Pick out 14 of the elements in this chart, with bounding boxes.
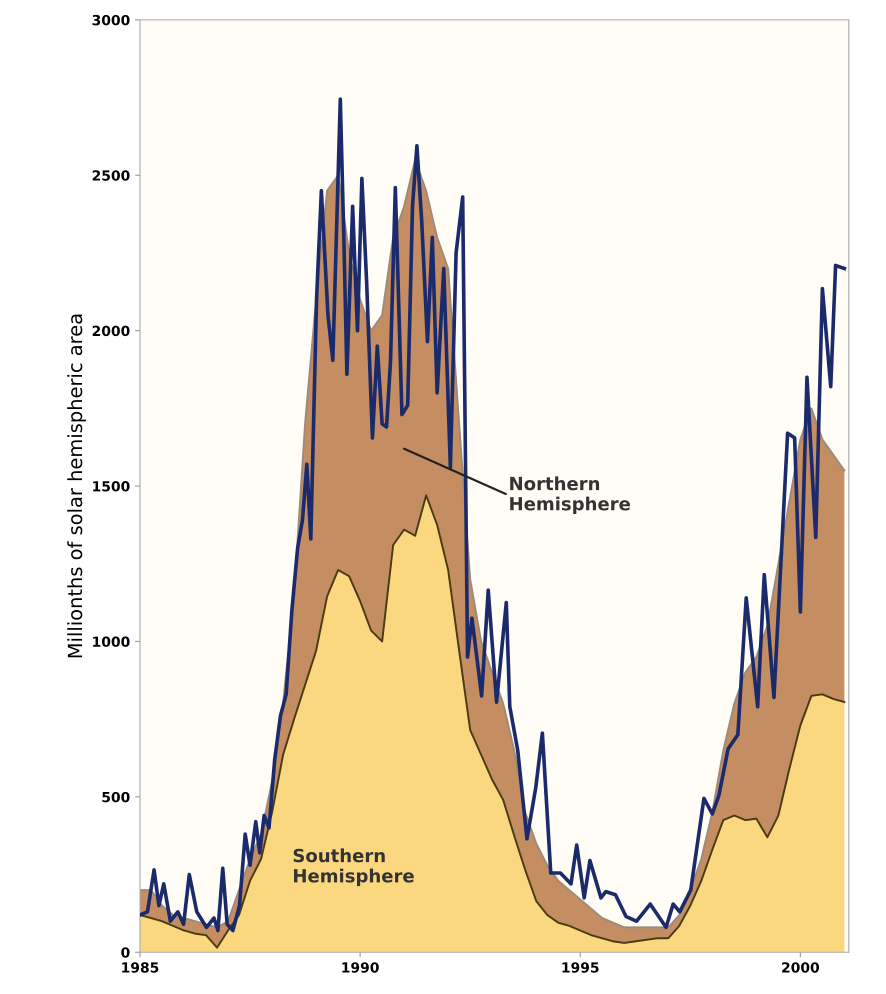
y-tick-label: 1000 — [93, 636, 130, 647]
series-label: Southern Hemisphere — [294, 848, 414, 886]
x-tick-label: 1985 — [122, 962, 158, 973]
y-tick-label: 500 — [102, 792, 130, 802]
y-tick-label: 1500 — [93, 481, 130, 492]
y-tick-label: 2000 — [92, 326, 130, 336]
text: Northern Hemisphere — [510, 476, 630, 514]
y-tick-label: 0 — [121, 947, 130, 958]
y-tick-label: 3000 — [92, 14, 130, 26]
x-tick-label: 2000 — [782, 962, 820, 973]
x-tick-label: 1995 — [562, 962, 599, 973]
y-axis-title: Millionths of solar hemispheric area — [67, 314, 86, 658]
x-tick-label: 1990 — [342, 962, 379, 973]
y-tick-label: 2500 — [92, 170, 130, 181]
